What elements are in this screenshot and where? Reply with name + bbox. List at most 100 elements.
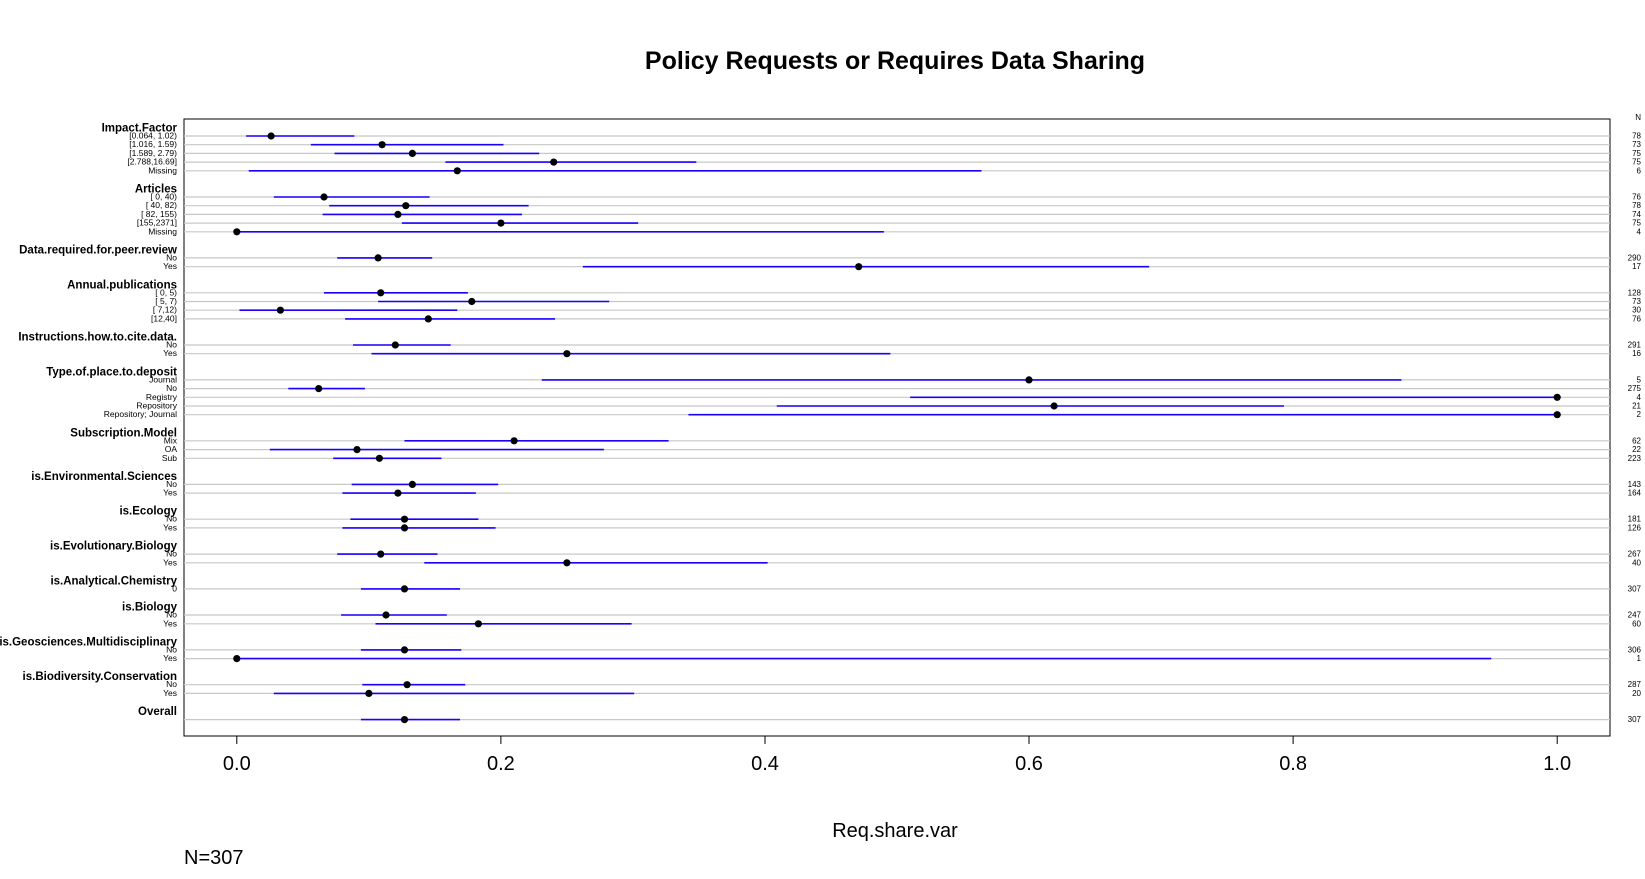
sample-size-label: 126 [1628,523,1642,532]
sample-size-label: 307 [1628,715,1642,724]
row-label: Yes [163,653,177,663]
row-label: [0.064, 1.02) [129,131,177,141]
group-label-subscription-model: Subscription.Model [70,427,177,439]
point-estimate [391,341,399,349]
x-tick-label: 0.2 [487,753,515,775]
point-estimate [403,681,411,689]
sample-size-label: 1 [1637,654,1642,663]
sample-size-label: 4 [1637,393,1642,402]
row-label: No [166,679,177,689]
point-estimate [365,689,373,698]
point-estimate [267,132,275,140]
row-label: No [166,340,177,350]
group-label-is-environmental-sciences: is.Environmental.Sciences [31,471,177,483]
group-label-articles: Articles [135,184,177,196]
point-estimate [233,228,241,236]
row-label: [ 0, 5) [155,287,177,297]
point-estimate [453,167,461,175]
point-estimate [233,655,241,663]
row-label: Missing [148,226,177,236]
sample-size-label: 291 [1628,341,1642,350]
sample-size-label: 73 [1632,140,1641,149]
group-label-annual-publications: Annual.publications [67,279,177,291]
row-label: [ 82, 155) [141,209,177,219]
point-estimate [563,559,571,567]
point-estimate [408,149,416,157]
point-estimate [424,315,432,323]
point-estimate [855,263,863,271]
point-estimate [408,480,416,488]
point-estimate [353,446,361,454]
point-estimate [563,350,571,358]
sample-size-label: 4 [1637,227,1642,236]
confidence-intervals [236,135,1558,721]
sample-size-label: 22 [1632,445,1641,454]
row-label: Yes [163,522,177,532]
row-label: Missing [148,165,177,175]
group-label-is-analytical-chemistry: is.Analytical.Chemistry [50,575,177,587]
row-label: No [166,479,177,489]
row-rules [184,135,1610,721]
point-estimate [375,454,383,462]
sample-size-label: 6 [1637,166,1642,175]
sample-size-footnote: N=307 [184,847,244,869]
sample-size-label: 290 [1628,253,1642,262]
sample-size-label: 247 [1628,611,1642,620]
sample-size-label: 267 [1628,550,1642,559]
plot-frame [183,118,1611,737]
row-label: [ 5, 7) [155,296,177,306]
point-estimate [400,646,409,654]
group-label-type-of-place-to-deposit: Type.of.place.to.deposit [46,366,177,378]
sample-size-label: 76 [1632,314,1641,323]
point-estimate [402,202,410,210]
sample-size-label: 78 [1632,201,1641,210]
sample-size-label: 76 [1632,193,1641,202]
point-estimate [276,306,284,314]
sample-size-label: 275 [1628,384,1642,393]
point-estimate [400,515,409,523]
group-label-is-biodiversity-conservation: is.Biodiversity.Conservation [23,671,177,683]
sample-size-label: 40 [1632,558,1641,567]
sample-size-label: 62 [1632,436,1641,445]
point-estimate [377,550,385,558]
group-label-data-required-for-peer-review: Data.required.for.peer.review [19,244,177,256]
sample-size-label: 75 [1632,149,1641,158]
sample-size-label: 5 [1637,375,1642,384]
row-label: Sub [162,453,177,463]
sample-size-label: 17 [1632,262,1641,271]
point-estimate [1553,393,1561,401]
chart-title: Policy Requests or Requires Data Sharing [645,47,1145,75]
x-tick-label: 1.0 [1543,753,1571,775]
sample-size-label: 73 [1632,297,1641,306]
point-estimate [394,210,402,218]
row-label: Yes [163,261,177,271]
point-estimate [400,585,409,593]
row-label: [155,2371] [137,218,177,228]
point-estimate [377,289,385,297]
point-estimate [378,141,386,149]
point-estimate [400,716,409,724]
row-label: No [166,610,177,620]
x-axis: 0.0 0.2 0.4 0.6 0.8 1.0 [223,736,1571,775]
point-estimate [320,193,328,201]
point-estimates [233,132,1561,724]
point-estimate [497,219,505,227]
sample-size-label: 75 [1632,219,1641,228]
row-label: Yes [163,348,177,358]
sample-size-label: 74 [1632,210,1641,219]
group-label-is-geosciences-multidisciplinary: is.Geosciences.Multidisciplinary [0,636,178,648]
sample-size-label: 128 [1628,288,1642,297]
x-axis-label: Req.share.var [832,820,958,842]
row-label: Journal [149,374,177,384]
point-estimate [1025,376,1033,384]
row-label: Registry [146,392,178,402]
point-estimate [1050,402,1058,410]
sample-size-label: 78 [1632,132,1641,141]
row-label: [2.788,16.69] [127,157,177,167]
row-label: [1.016, 1.59) [129,139,177,149]
point-estimate [315,385,323,393]
group-label-is-ecology: is.Ecology [119,506,177,518]
sample-size-label: 21 [1632,402,1641,411]
point-estimate [400,524,409,532]
row-label: [ 40, 82) [146,200,177,210]
